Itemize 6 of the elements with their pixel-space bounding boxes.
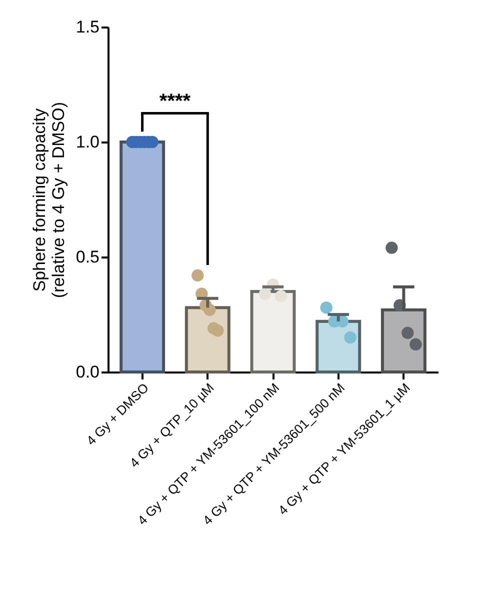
annotation: ****	[159, 90, 191, 112]
y-tick-label: 0.0	[76, 362, 100, 382]
y-tick-label: 0.5	[76, 248, 100, 266]
y-tick-label: 1.0	[76, 132, 100, 152]
y-tick-label: 1.5	[76, 18, 100, 36]
y-axis-title: Sphere forming capacity (relative to 4 Gy + DMSO)	[30, 102, 68, 298]
